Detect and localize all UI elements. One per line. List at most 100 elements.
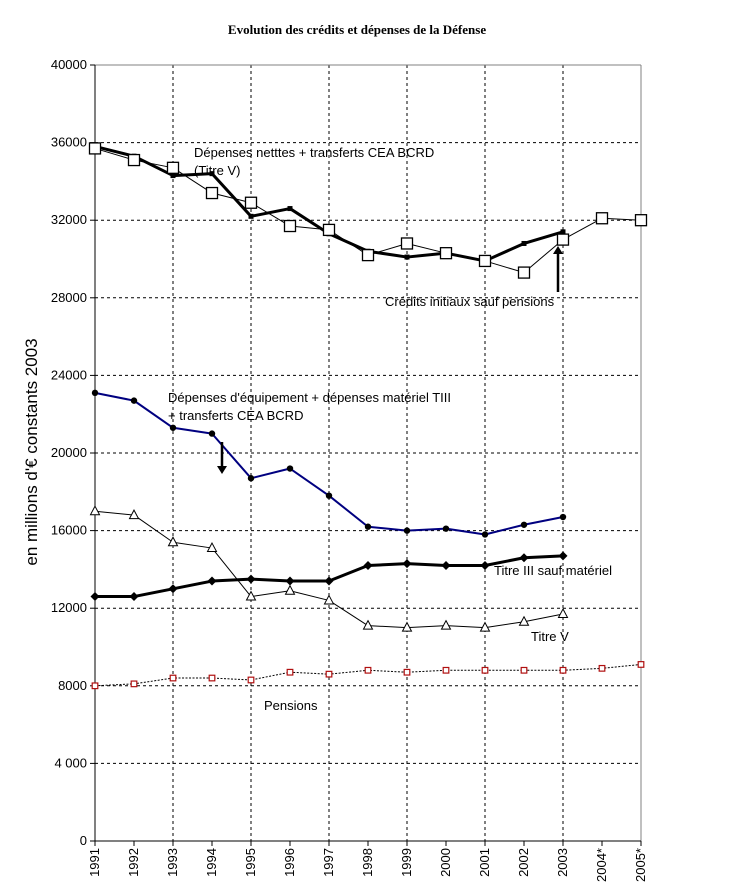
data-point — [559, 666, 567, 674]
tick-labels: 04 0008000120001600020000240002800032000… — [51, 57, 648, 882]
data-point — [208, 430, 216, 437]
data-point — [325, 492, 333, 499]
data-point — [169, 424, 177, 431]
x-tick-label: 1995 — [243, 848, 258, 877]
data-point — [284, 584, 296, 595]
data-point — [170, 173, 176, 179]
x-tick-label: 1994 — [204, 848, 219, 877]
data-point — [168, 584, 178, 594]
data-point — [439, 247, 453, 260]
data-point — [247, 475, 255, 482]
data-point — [519, 553, 529, 563]
data-point — [479, 621, 491, 632]
data-point — [89, 505, 101, 516]
data-point — [245, 590, 257, 601]
x-tick-label: 1993 — [165, 848, 180, 877]
data-point — [441, 561, 451, 571]
x-tick-label: 1997 — [321, 848, 336, 877]
y-tick-label: 40000 — [51, 57, 87, 72]
y-tick-label: 8000 — [58, 678, 87, 693]
y-tick-label: 32000 — [51, 212, 87, 227]
data-point — [481, 666, 489, 674]
data-point — [556, 233, 570, 246]
grid — [95, 64, 642, 841]
data-point — [403, 668, 411, 676]
data-point — [91, 682, 99, 690]
annotation-label: Crédits initiaux sauf pensions — [385, 294, 555, 309]
data-point — [88, 142, 102, 155]
data-point — [364, 666, 372, 674]
data-point — [518, 615, 530, 626]
arrow-head — [553, 246, 563, 254]
data-point — [130, 397, 138, 404]
annotation-label: Dépenses netttes + transferts CEA BCRD — [194, 145, 434, 160]
annotation-label: (Titre V) — [194, 163, 240, 178]
data-point — [595, 212, 609, 225]
data-point — [558, 551, 568, 561]
data-point — [246, 574, 256, 584]
data-point — [402, 559, 412, 569]
data-point — [363, 561, 373, 571]
data-point — [286, 668, 294, 676]
data-point — [481, 531, 489, 538]
data-point — [323, 594, 335, 605]
data-point — [560, 229, 566, 235]
data-point — [130, 680, 138, 688]
data-point — [637, 661, 645, 668]
x-tick-label: 2001 — [477, 848, 492, 877]
data-point — [442, 525, 450, 532]
chart-title: Evolution des crédits et dépenses de la … — [228, 22, 486, 37]
data-point — [247, 676, 255, 684]
data-point — [559, 513, 567, 521]
x-tick-label: 2000 — [438, 848, 453, 877]
y-tick-label: 0 — [80, 833, 87, 848]
data-point — [322, 223, 336, 237]
data-point — [244, 196, 258, 209]
y-tick-label: 28000 — [51, 290, 87, 305]
data-point — [400, 237, 414, 250]
data-point — [283, 219, 297, 233]
data-point — [634, 214, 648, 227]
x-tick-label: 2002 — [516, 848, 531, 877]
series-3 — [90, 551, 568, 602]
data-point — [285, 576, 295, 586]
data-point — [248, 213, 254, 219]
data-point — [442, 666, 450, 674]
series-4 — [89, 505, 569, 632]
y-tick-label: 36000 — [51, 135, 87, 150]
series-1 — [88, 142, 648, 279]
x-tick-label: 1999 — [399, 848, 414, 877]
series-layer — [88, 142, 648, 690]
x-tick-label: 2004* — [594, 848, 609, 882]
data-point — [403, 527, 411, 534]
data-point — [90, 592, 100, 602]
data-point — [286, 465, 294, 472]
series-5 — [91, 661, 645, 690]
data-point — [207, 576, 217, 586]
series-2 — [91, 389, 567, 538]
data-point — [166, 161, 180, 174]
data-point — [167, 536, 179, 547]
data-point — [129, 592, 139, 602]
data-point — [287, 206, 293, 212]
annotation-label: Dépenses d'équipement + dépenses matérie… — [168, 390, 451, 405]
data-point — [169, 674, 177, 682]
data-point — [520, 666, 528, 674]
data-point — [361, 248, 375, 262]
data-point — [128, 509, 140, 520]
data-point — [521, 240, 527, 246]
x-tick-label: 1996 — [282, 848, 297, 877]
data-point — [520, 521, 528, 528]
x-tick-label: 1991 — [87, 848, 102, 877]
data-point — [208, 674, 216, 682]
y-tick-label: 12000 — [51, 600, 87, 615]
x-tick-label: 1998 — [360, 848, 375, 877]
data-point — [325, 670, 333, 678]
annotations: Dépenses netttes + transferts CEA BCRD (T… — [168, 145, 612, 713]
axes — [90, 64, 642, 846]
data-point — [440, 619, 452, 630]
y-axis-label: en millions d'€ constants 2003 — [22, 338, 41, 565]
y-tick-label: 16000 — [51, 523, 87, 538]
data-point — [557, 607, 569, 619]
